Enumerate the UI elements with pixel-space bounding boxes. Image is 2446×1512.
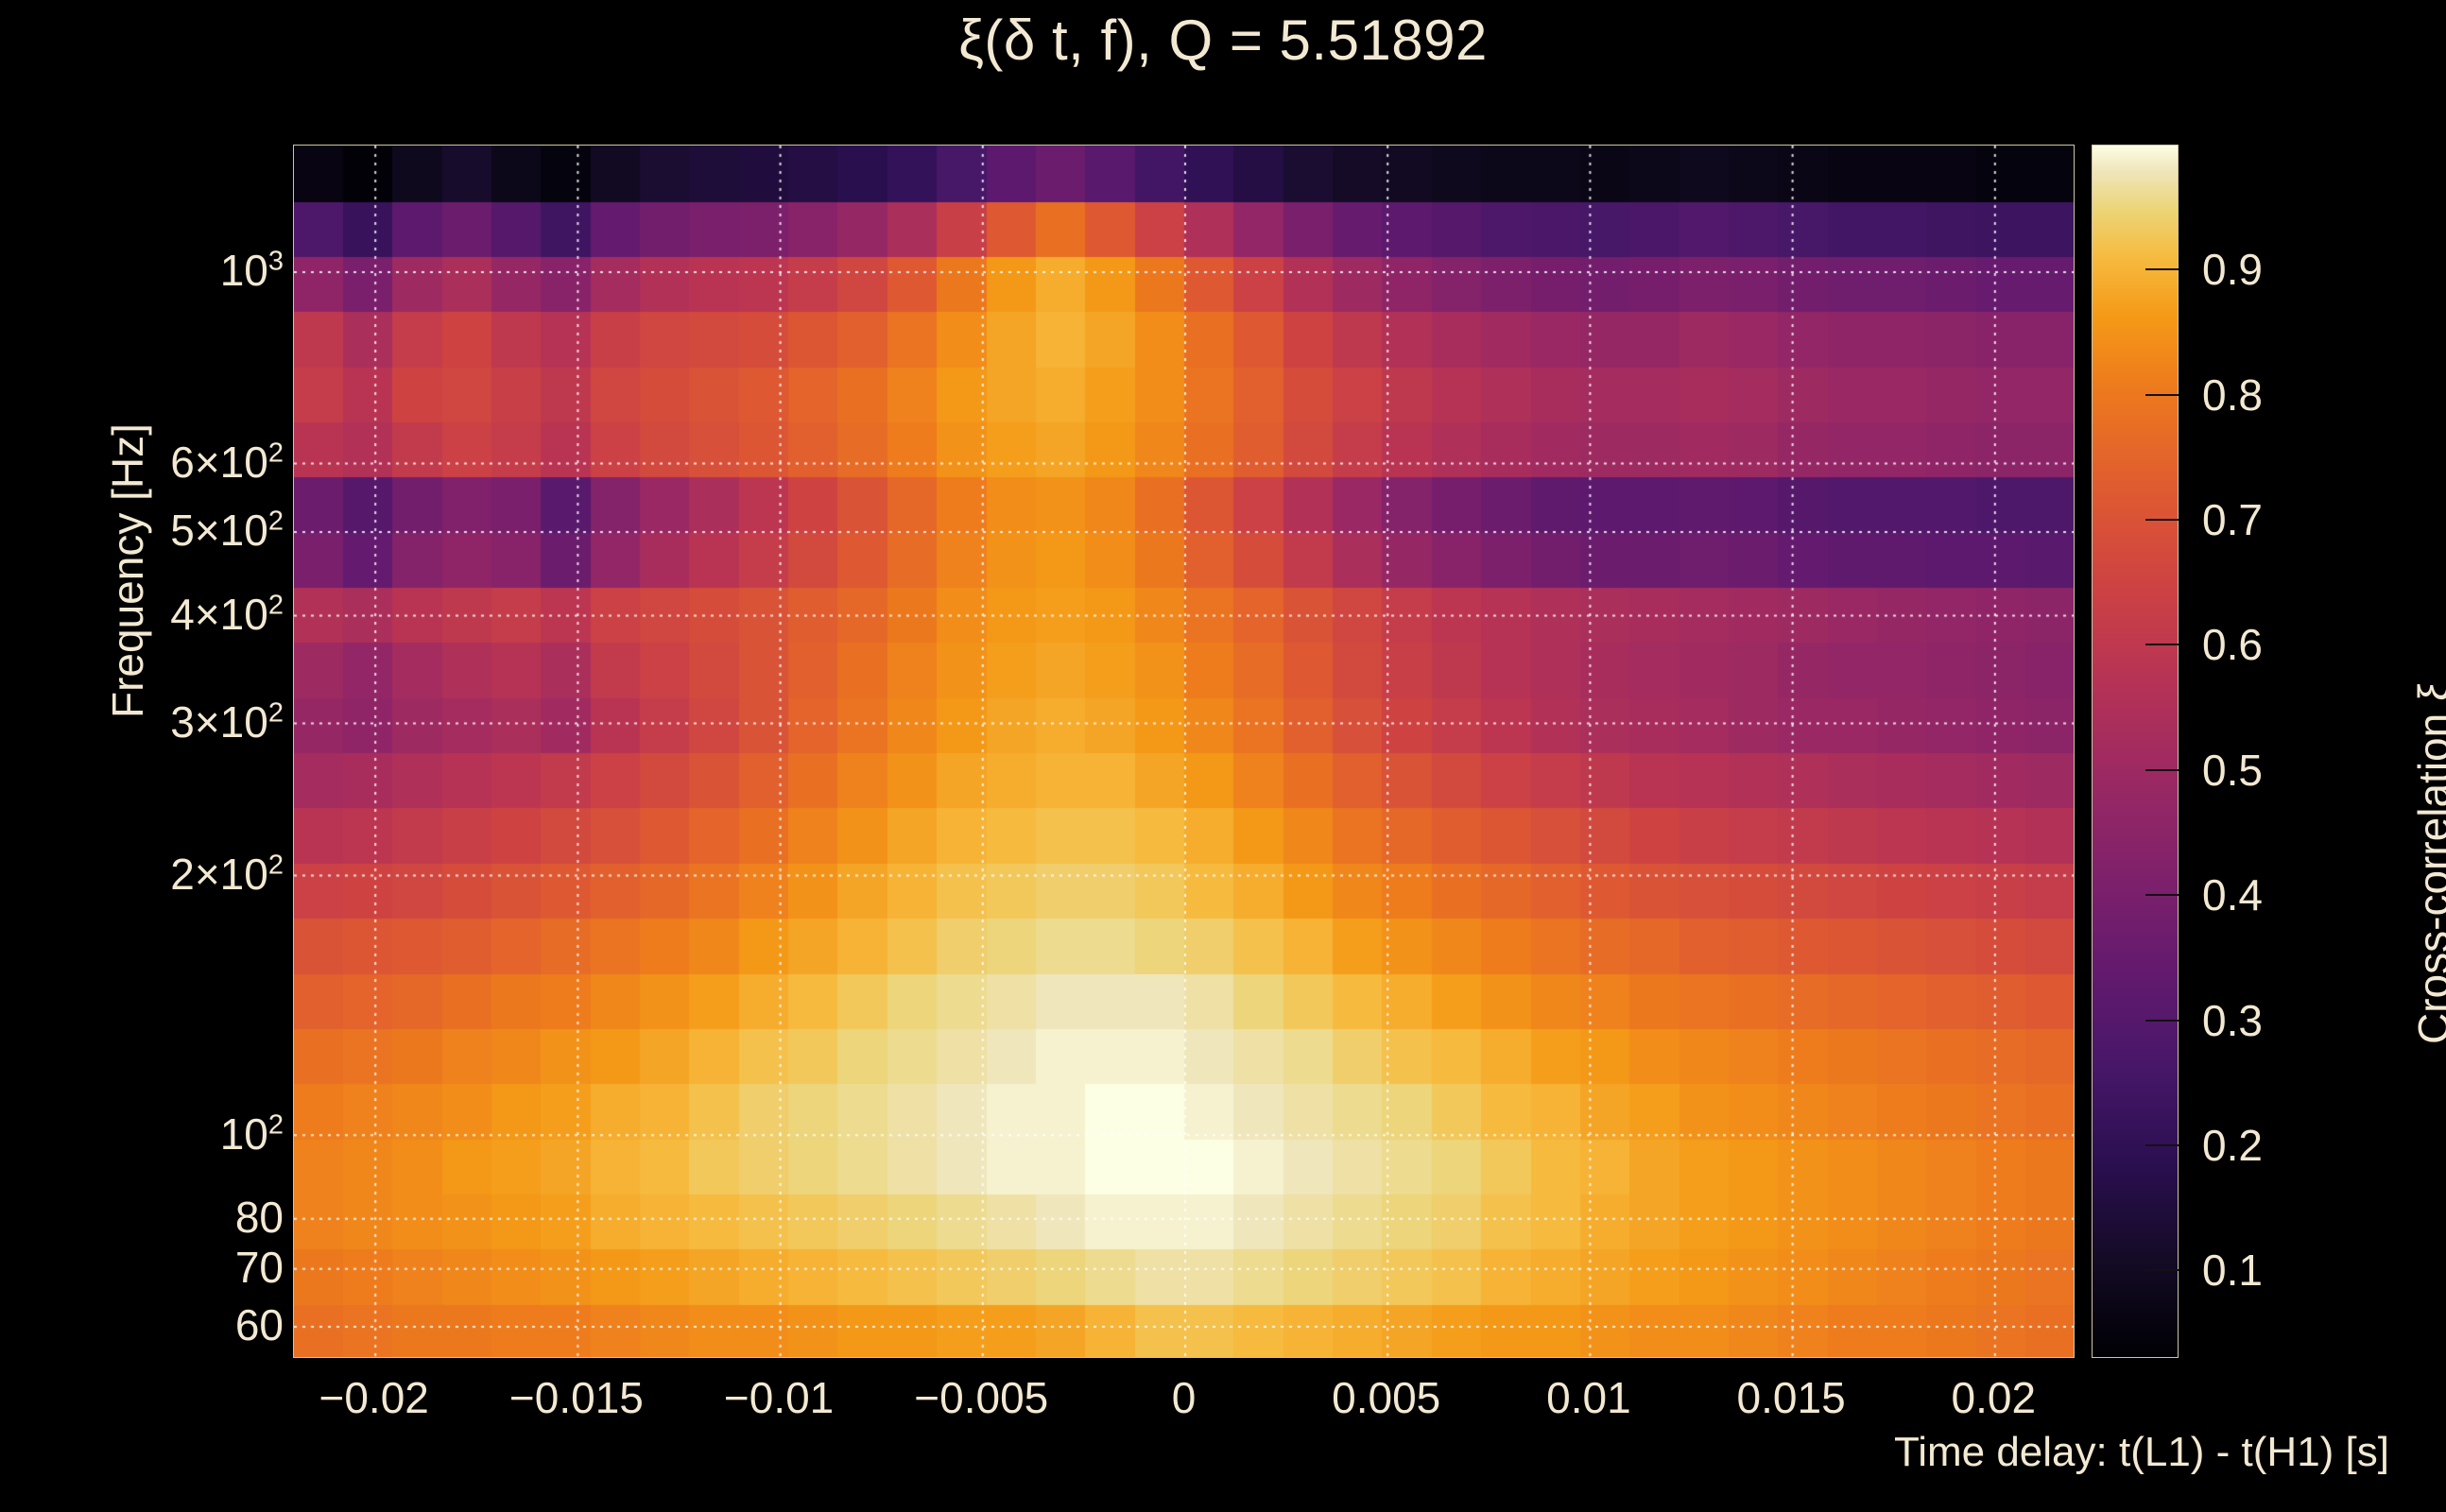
y-axis-tick-label: 60 (234, 1300, 284, 1350)
y-axis-tick-label: 4×102 (170, 589, 284, 639)
colorbar-tick-label: 0.7 (2202, 495, 2263, 545)
x-axis-tick-label: −0.02 (319, 1373, 429, 1422)
page-title: ξ(δ t, f), Q = 5.51892 (958, 9, 1488, 72)
colorbar-tick-mark (2145, 768, 2179, 771)
colorbar (2092, 145, 2179, 1358)
y-axis-tick-label: 6×102 (170, 438, 284, 488)
colorbar-tick-label: 0.5 (2202, 745, 2263, 795)
colorbar-title: Cross-correlation ξ (2409, 681, 2446, 1044)
y-axis-tick-label: 70 (234, 1243, 284, 1293)
colorbar-tick-mark (2145, 1143, 2179, 1146)
colorbar-tick-mark (2145, 1269, 2179, 1272)
x-axis-tick-label: 0.02 (1951, 1373, 2037, 1422)
x-axis-tick-label: 0 (1171, 1373, 1197, 1422)
x-axis-tick-label: −0.005 (914, 1373, 1049, 1422)
colorbar-tick-label: 0.9 (2202, 245, 2263, 295)
colorbar-tick-label: 0.2 (2202, 1120, 2263, 1170)
colorbar-tick-mark (2145, 393, 2179, 396)
colorbar-tick-label: 0.6 (2202, 620, 2263, 670)
heatmap-canvas (294, 146, 2074, 1357)
colorbar-tick-mark (2145, 268, 2179, 271)
colorbar-tick-label: 0.3 (2202, 995, 2263, 1045)
y-axis-tick-label: 103 (219, 246, 284, 296)
y-axis-tick-label: 5×102 (170, 506, 284, 556)
colorbar-tick-label: 0.4 (2202, 870, 2263, 920)
y-axis-tick-label: 102 (219, 1108, 284, 1159)
heatmap-plot-area (293, 145, 2075, 1358)
colorbar-tick-mark (2145, 519, 2179, 522)
y-axis-tick-label: 3×102 (170, 697, 284, 747)
y-axis-tick-label: 80 (234, 1193, 284, 1243)
colorbar-tick-mark (2145, 644, 2179, 646)
x-axis-tick-label: −0.01 (723, 1373, 835, 1422)
colorbar-tick-mark (2145, 894, 2179, 897)
x-axis-tick-label: 0.015 (1736, 1373, 1846, 1422)
colorbar-tick-mark (2145, 1019, 2179, 1022)
colorbar-tick-label: 0.8 (2202, 369, 2263, 420)
x-axis-title: Time delay: t(L1) - t(H1) [s] (1893, 1429, 2389, 1475)
colorbar-tick-label: 0.1 (2202, 1246, 2263, 1296)
x-axis-tick-label: 0.01 (1546, 1373, 1631, 1422)
x-axis-tick-label: −0.015 (508, 1373, 644, 1422)
x-axis-tick-label: 0.005 (1332, 1373, 1441, 1422)
colorbar-gradient (2093, 146, 2178, 1357)
y-axis-tick-label: 2×102 (170, 849, 284, 899)
